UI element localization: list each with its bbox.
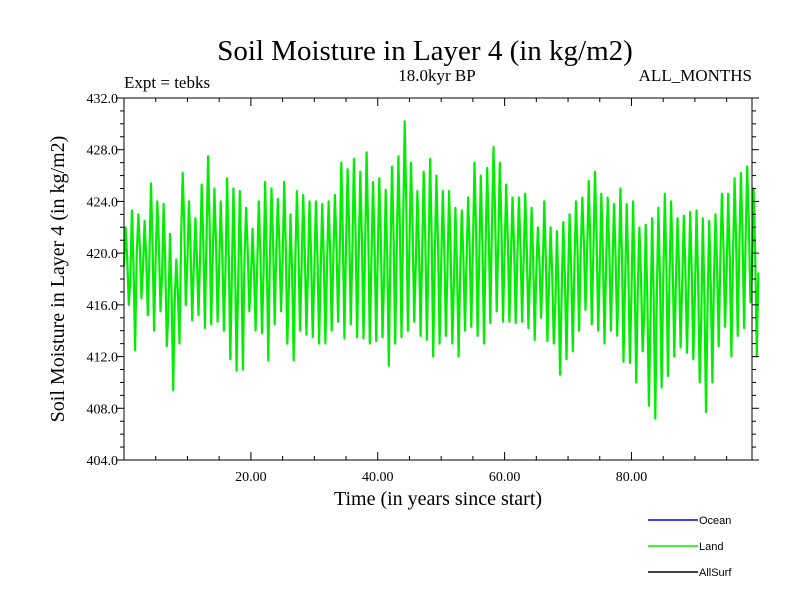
legend-label-land: Land [699, 541, 723, 553]
y-tick-label: 428.0 [87, 144, 119, 159]
legend-label-ocean: Ocean [699, 515, 731, 527]
y-tick-label: 404.0 [87, 454, 119, 469]
months-label: ALL_MONTHS [639, 66, 752, 85]
y-tick-label: 408.0 [87, 402, 119, 417]
x-tick-label: 40.00 [362, 470, 394, 485]
x-tick-label: 20.00 [235, 470, 267, 485]
x-tick-label: 60.00 [489, 470, 521, 485]
experiment-label: Expt = tebks [124, 73, 210, 92]
legend: Ocean Land AllSurf [648, 515, 732, 579]
y-tick-label: 420.0 [87, 247, 119, 262]
y-tick-label: 412.0 [87, 351, 119, 366]
y-axis: 404.0 408.0 412.0 416.0 420.0 424.0 428.0 432.0 [87, 92, 759, 469]
y-axis-label: Soil Moisture in Layer 4 (in kg/m2) [47, 136, 69, 423]
period-label: 18.0kyr BP [398, 66, 475, 85]
x-axis-label: Time (in years since start) [334, 488, 542, 510]
y-tick-label: 416.0 [87, 299, 119, 314]
x-tick-label: 80.00 [616, 470, 648, 485]
y-tick-label: 424.0 [87, 195, 119, 210]
legend-label-allsurf: AllSurf [699, 567, 732, 579]
series-line-land [122, 120, 760, 420]
series-group [122, 120, 760, 420]
x-axis: 20.00 40.00 60.00 80.00 [155, 98, 728, 485]
y-tick-label: 432.0 [87, 92, 119, 107]
chart-title: Soil Moisture in Layer 4 (in kg/m2) [217, 35, 633, 67]
